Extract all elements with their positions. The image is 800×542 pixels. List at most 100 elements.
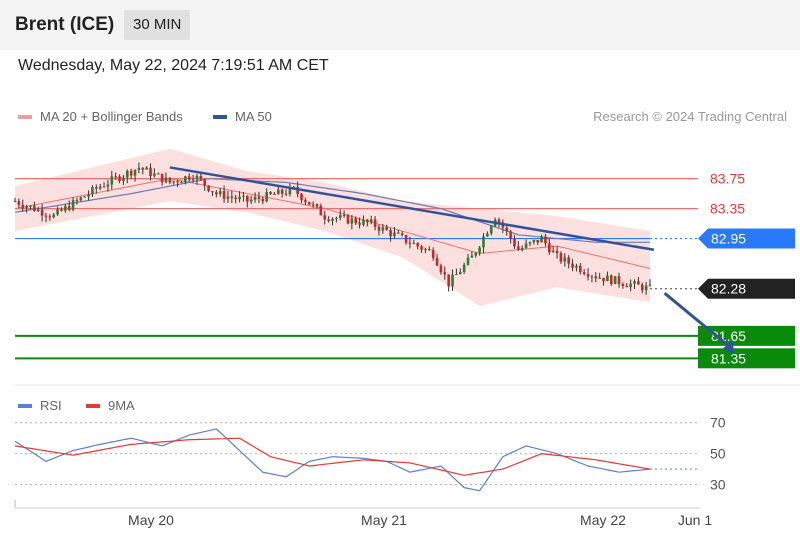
candle-body (640, 284, 644, 291)
candle-body (265, 192, 268, 202)
candle-body (397, 232, 400, 234)
candle-body (420, 246, 423, 250)
candle-body (234, 197, 238, 200)
candle-body (602, 277, 605, 282)
candle-body (222, 190, 226, 199)
candle-body (482, 236, 485, 248)
candle-body (67, 206, 71, 210)
candle-body (156, 173, 160, 175)
candle-body (211, 191, 214, 193)
candle-body (404, 235, 408, 243)
candle-body (354, 218, 358, 224)
candle-body (36, 209, 40, 211)
candle-body (400, 233, 404, 236)
candle-body (52, 214, 56, 218)
candle-body (257, 196, 261, 199)
ma9-swatch (86, 403, 100, 408)
candle-body (164, 177, 168, 183)
candle-body (381, 227, 385, 231)
candle-body (489, 226, 493, 234)
candle-body (118, 176, 121, 182)
candle-body (304, 200, 307, 202)
interval-button[interactable]: 30 MIN (124, 10, 191, 40)
candle-body (528, 242, 532, 244)
candle-body (613, 276, 617, 285)
ma20-line (14, 178, 651, 269)
ma20-swatch (18, 114, 32, 119)
candle-body (520, 247, 524, 251)
target-arrow-shaft (663, 292, 732, 349)
candle-body (56, 209, 59, 215)
candle-body (280, 189, 284, 194)
candle-body (21, 204, 25, 208)
candle-body (199, 175, 203, 180)
candle-body (137, 167, 141, 170)
candle-body (458, 272, 462, 275)
candle-body (98, 186, 102, 189)
candle-body (435, 258, 439, 266)
legend-ma50-label: MA 50 (235, 109, 272, 124)
candle-body (393, 232, 396, 237)
legend-rsi-label: RSI (40, 398, 62, 413)
candle-body (447, 274, 450, 287)
candle-body (60, 209, 63, 211)
candle-body (44, 215, 48, 217)
candle-body (544, 236, 547, 244)
rsi-tick-label: 70 (710, 415, 726, 431)
last-price-label: 82.28 (711, 281, 746, 297)
candle-body (40, 209, 44, 216)
pivot-label: 82.95 (711, 231, 746, 247)
candle-body (269, 192, 272, 194)
candle-body (582, 272, 586, 275)
candle-body (91, 187, 94, 195)
candle-body (455, 274, 458, 276)
legend-ma20-label: MA 20 + Bollinger Bands (40, 109, 183, 124)
candle-body (191, 179, 195, 181)
candle-body (300, 193, 303, 201)
candle-body (586, 274, 590, 277)
candle-body (276, 189, 280, 195)
support-tag (698, 348, 795, 369)
candle-body (187, 176, 191, 180)
candle-body (238, 196, 241, 200)
target-arrow-head (722, 340, 735, 355)
rsi-tick-label: 30 (710, 477, 726, 493)
rsi-tick-label: 50 (710, 446, 726, 462)
last-price-tag (698, 278, 795, 299)
candle-body (462, 264, 466, 273)
candle-body (648, 284, 652, 286)
support-label: 81.35 (711, 350, 746, 366)
candle-body (540, 236, 543, 243)
candle-body (408, 242, 412, 244)
candle-body (548, 243, 551, 253)
candle-body (590, 276, 594, 278)
datetime-label: Wednesday, May 22, 2024 7:19:51 AM CET (18, 57, 329, 74)
candle-body (83, 196, 86, 198)
candle-body (350, 218, 354, 224)
candle-body (524, 243, 528, 248)
candle-body (486, 233, 489, 237)
candle-body (33, 205, 36, 211)
candles (13, 162, 652, 295)
candle-body (424, 249, 427, 251)
candle-body (141, 167, 145, 170)
candle-body (342, 215, 346, 217)
candle-body (284, 193, 288, 195)
candle-body (373, 219, 377, 227)
instrument-title: Brent (ICE) (15, 14, 115, 35)
candle-body (579, 265, 582, 273)
candle-body (443, 272, 447, 275)
candle-body (555, 250, 559, 254)
candle-body (598, 277, 601, 279)
candle-body (369, 219, 373, 223)
candle-body (110, 176, 114, 185)
candle-body (253, 196, 257, 200)
candle-body (261, 198, 265, 202)
candle-body (106, 184, 110, 187)
candle-body (145, 167, 148, 170)
candle-body (427, 249, 431, 251)
candle-body (509, 231, 512, 239)
rsi-ma9-line (14, 437, 651, 476)
candle-body (48, 216, 52, 218)
